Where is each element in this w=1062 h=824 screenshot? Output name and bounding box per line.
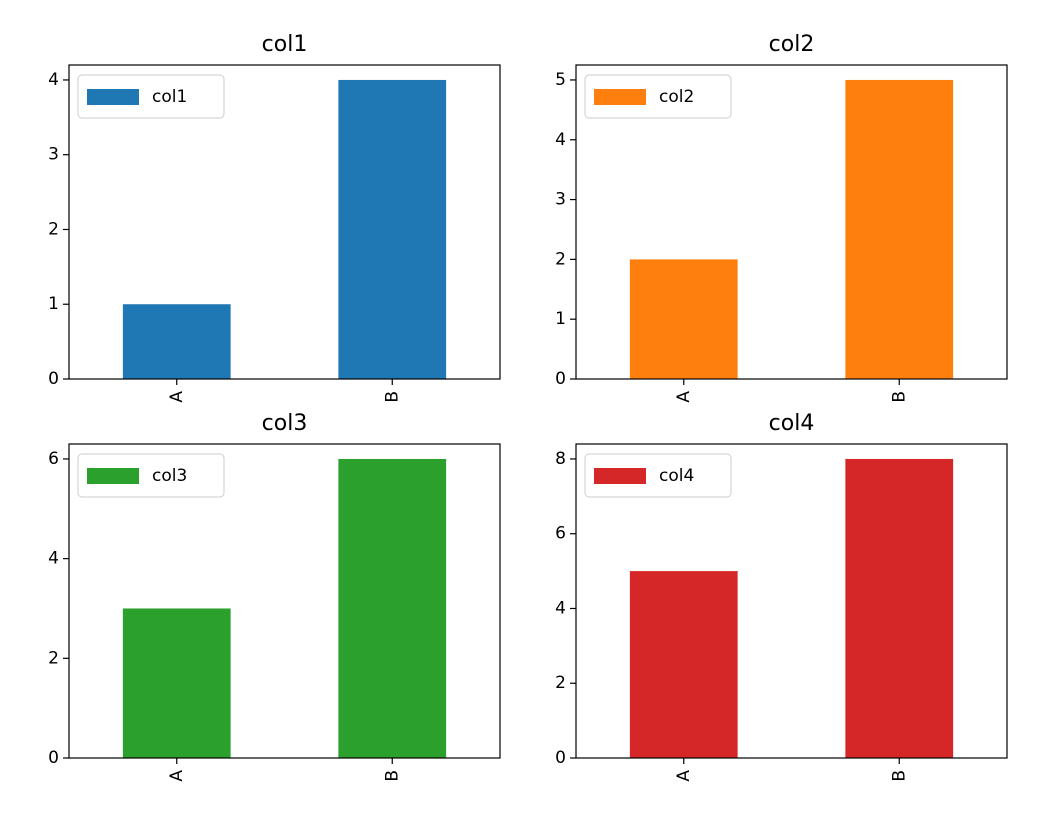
legend-swatch [594, 89, 646, 105]
legend-box [584, 74, 732, 119]
y-tick-label: 2 [48, 648, 59, 668]
y-tick-label: 1 [48, 294, 59, 314]
chart-title: col3 [262, 411, 308, 436]
y-tick-label: 6 [48, 449, 59, 469]
legend-label: col4 [659, 466, 694, 486]
x-tick-label: B [382, 770, 402, 782]
legend: col3 [77, 453, 225, 498]
y-tick-label: 2 [555, 249, 566, 269]
axes-frame [68, 64, 501, 380]
x-tick-label: B [889, 770, 909, 782]
y-tick-label: 1 [555, 309, 566, 329]
legend-label: col2 [659, 87, 694, 107]
y-tick-label: 2 [555, 673, 566, 693]
bar-b [845, 79, 954, 379]
legend: col1 [77, 74, 225, 119]
chart-title: col2 [769, 32, 815, 57]
axes-frame [68, 443, 501, 759]
legend: col2 [584, 74, 732, 119]
x-tick-label: A [167, 770, 187, 782]
legend-label: col1 [152, 87, 187, 107]
y-tick-label: 0 [555, 369, 566, 389]
y-tick-label: 3 [48, 145, 59, 165]
axes-frame [575, 443, 1008, 759]
x-tick-label: A [674, 391, 694, 403]
bar-a [122, 304, 231, 379]
legend-box [77, 74, 225, 119]
y-tick-label: 2 [48, 219, 59, 239]
legend-swatch [594, 468, 646, 484]
chart-title: col4 [769, 411, 815, 436]
bar-b [338, 79, 447, 379]
y-tick-label: 3 [555, 190, 566, 210]
x-tick-label: B [382, 391, 402, 403]
y-tick-label: 4 [555, 598, 566, 618]
legend: col4 [584, 453, 732, 498]
legend-swatch [87, 468, 139, 484]
bar-a [122, 608, 231, 758]
x-tick-label: A [674, 770, 694, 782]
y-tick-label: 8 [555, 449, 566, 469]
y-tick-label: 5 [555, 70, 566, 90]
bar-b [338, 458, 447, 758]
x-tick-label: B [889, 391, 909, 403]
bar-a [629, 259, 738, 379]
bar-b [845, 458, 954, 758]
x-tick-label: A [167, 391, 187, 403]
legend-swatch [87, 89, 139, 105]
y-tick-label: 6 [555, 524, 566, 544]
chart-title: col1 [262, 32, 308, 57]
y-tick-label: 0 [555, 748, 566, 768]
legend-box [584, 453, 732, 498]
y-tick-label: 0 [48, 369, 59, 389]
y-tick-label: 0 [48, 748, 59, 768]
legend-label: col3 [152, 466, 187, 486]
y-tick-label: 4 [48, 549, 59, 569]
y-tick-label: 4 [555, 130, 566, 150]
axes-frame [575, 64, 1008, 380]
legend-box [77, 453, 225, 498]
y-tick-label: 4 [48, 70, 59, 90]
bar-a [629, 571, 738, 758]
